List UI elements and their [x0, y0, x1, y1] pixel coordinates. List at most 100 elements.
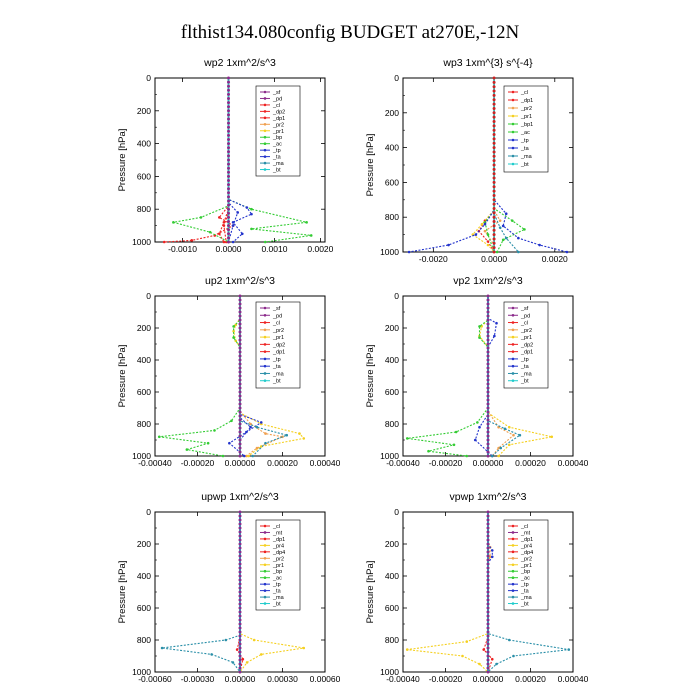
stem-marker — [238, 438, 242, 442]
x-tick-label: 0.00000 — [473, 674, 504, 684]
legend-label: _pr2 — [520, 106, 532, 112]
stem-marker — [486, 454, 490, 458]
series-point — [405, 437, 409, 440]
chart-panel-6: vpwp 1xm^2/s^3 Pressure [hPa] 0 200 400 600 80… — [365, 491, 589, 684]
legend-marker — [511, 350, 515, 353]
stem-marker — [238, 342, 242, 346]
stem-marker — [238, 530, 242, 534]
legend-marker — [511, 313, 515, 317]
stem-marker — [227, 220, 231, 223]
stem-marker — [486, 314, 490, 318]
legend-label: _ma — [520, 595, 533, 601]
series-point — [501, 224, 505, 228]
stem-marker — [492, 128, 496, 132]
stem-marker — [492, 246, 496, 250]
series-point — [512, 433, 515, 437]
series-point — [498, 219, 502, 222]
series-point — [264, 441, 267, 445]
series-point — [210, 653, 213, 656]
panel-title: wp2 1xm^2/s^3 — [203, 57, 276, 69]
stem-marker — [492, 241, 496, 245]
series-point — [474, 233, 478, 236]
y-tick-label: 400 — [385, 571, 399, 581]
stem-marker — [238, 574, 242, 578]
legend-marker — [263, 379, 267, 383]
series-line_ma — [239, 296, 289, 457]
series-line_ma — [487, 296, 522, 457]
stem-marker — [492, 80, 496, 84]
stem-marker — [492, 176, 496, 180]
stem-marker — [492, 167, 496, 171]
series-line_pr2 — [484, 78, 501, 252]
stem-marker — [486, 562, 490, 566]
stem-marker — [227, 138, 231, 141]
series-point — [538, 243, 541, 247]
series-point — [259, 421, 263, 424]
x-tick-label: 0.00000 — [225, 458, 256, 468]
y-tick-label: 400 — [385, 143, 399, 153]
series-line_ma — [162, 512, 241, 673]
y-tick-label: 600 — [385, 603, 399, 613]
legend-label: _cl — [520, 90, 528, 96]
stem-marker — [238, 422, 242, 426]
stem-marker — [238, 358, 242, 362]
legend-label: _pr4 — [272, 543, 284, 549]
legend-label: _pr2 — [520, 328, 532, 334]
stem-marker — [238, 362, 242, 366]
stem-marker — [486, 638, 490, 642]
y-tick-label: 0 — [146, 73, 151, 83]
panel-title: upwp 1xm^2/s^3 — [201, 491, 279, 503]
x-tick-label: 0.00040 — [558, 674, 589, 684]
legend-marker — [511, 122, 515, 126]
series-line_cl — [164, 78, 235, 243]
stem-marker — [486, 630, 490, 634]
legend-label: _cl — [520, 321, 528, 327]
stem-marker — [227, 117, 231, 121]
legend-label: _ta — [272, 589, 282, 595]
y-tick-label: 200 — [137, 323, 151, 333]
series-line_tp — [474, 296, 498, 457]
series-point — [476, 421, 479, 424]
series-point — [495, 250, 499, 254]
legend-marker — [511, 576, 515, 579]
stem-marker — [227, 84, 231, 88]
stem-marker — [492, 220, 496, 224]
series-point — [490, 549, 494, 552]
stem-marker — [486, 526, 490, 530]
series-point — [499, 446, 503, 450]
legend-label: _pd — [272, 96, 282, 102]
y-tick-label: 800 — [385, 212, 399, 222]
legend-label: _tp — [520, 138, 529, 144]
stem-marker — [486, 330, 490, 334]
stem-marker — [486, 406, 490, 410]
stem-marker — [486, 434, 490, 438]
legend-label: _cl — [520, 524, 528, 530]
series-line_tp — [227, 78, 253, 243]
stem-marker — [238, 598, 242, 602]
stem-marker — [238, 546, 242, 550]
stem-marker — [492, 233, 496, 237]
stem-marker — [486, 326, 490, 330]
legend-marker — [511, 364, 515, 368]
stem-marker — [227, 236, 231, 240]
stem-marker — [492, 250, 496, 254]
x-tick-label: 0.00000 — [473, 458, 504, 468]
legend-label: _pr2 — [272, 556, 284, 562]
series-point — [221, 454, 225, 458]
legend-marker — [263, 110, 267, 113]
stem-marker — [238, 614, 242, 618]
x-tick-label: -0.00040 — [386, 674, 420, 684]
y-tick-label: 1000 — [380, 247, 399, 257]
stem-marker — [486, 298, 490, 302]
stem-marker — [238, 602, 242, 606]
series-point — [478, 662, 481, 666]
stem-marker — [492, 215, 496, 219]
x-tick-label: 0.0020 — [542, 254, 568, 264]
legend: _cl _dp1 _pr2 _pr1 _bp1 _ac _tp _ta _ma _bt — [503, 85, 549, 173]
legend-marker — [263, 576, 267, 579]
x-tick-label: 0.0020 — [307, 244, 333, 254]
legend-marker — [263, 129, 267, 133]
legend-marker — [263, 97, 267, 100]
stem-marker — [486, 374, 490, 378]
legend-marker — [263, 544, 267, 547]
